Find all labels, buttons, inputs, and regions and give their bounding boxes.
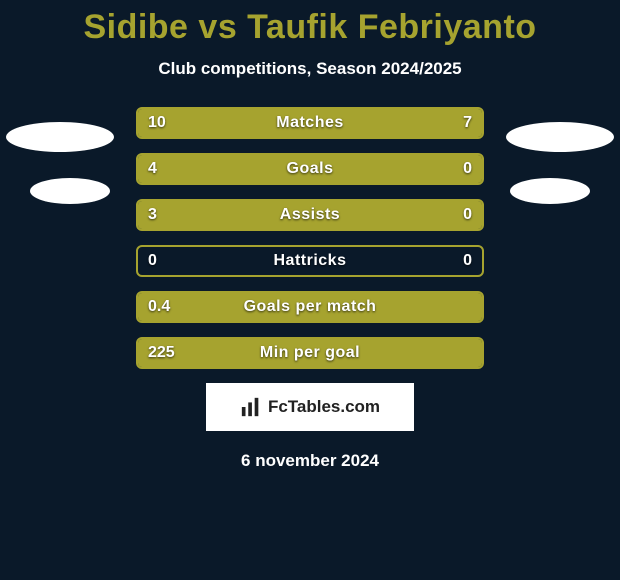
stat-row: 30Assists	[136, 199, 484, 231]
player-left-shape-2	[30, 178, 110, 204]
page-title: Sidibe vs Taufik Febriyanto	[0, 8, 620, 47]
branding-text: FcTables.com	[268, 397, 380, 417]
stat-row: 0.4Goals per match	[136, 291, 484, 323]
page-subtitle: Club competitions, Season 2024/2025	[0, 59, 620, 79]
stat-row: 225Min per goal	[136, 337, 484, 369]
stats-bars: 107Matches 40Goals 30Assists 00Hattricks 0.4…	[136, 107, 484, 369]
player-right-shape-2	[510, 178, 590, 204]
stat-label: Goals per match	[138, 293, 482, 321]
footer-date: 6 november 2024	[0, 451, 620, 471]
stat-label: Hattricks	[138, 247, 482, 275]
branding-badge: FcTables.com	[206, 383, 414, 431]
player-left-shape-1	[6, 122, 114, 152]
chart-icon	[240, 396, 262, 418]
stat-label: Goals	[138, 155, 482, 183]
stat-row: 107Matches	[136, 107, 484, 139]
stat-label: Assists	[138, 201, 482, 229]
stat-row: 00Hattricks	[136, 245, 484, 277]
stat-label: Min per goal	[138, 339, 482, 367]
stat-row: 40Goals	[136, 153, 484, 185]
stat-label: Matches	[138, 109, 482, 137]
player-right-shape-1	[506, 122, 614, 152]
